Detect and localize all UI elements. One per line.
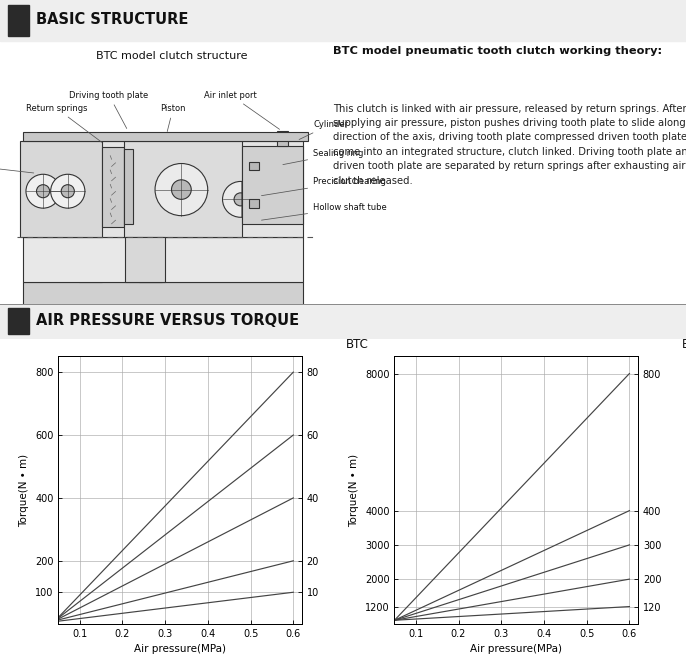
Text: BTC model pneumatic tooth clutch working theory:: BTC model pneumatic tooth clutch working… (333, 46, 662, 56)
Text: BTC: BTC (346, 338, 368, 351)
Bar (249, 162, 259, 170)
Circle shape (234, 193, 247, 206)
Bar (123, 141, 242, 237)
Circle shape (155, 164, 208, 216)
Text: Cylinder: Cylinder (299, 120, 348, 139)
X-axis label: Air pressure(MPa): Air pressure(MPa) (134, 644, 226, 654)
Bar (102, 147, 123, 227)
Text: BASIC STRUCTURE: BASIC STRUCTURE (36, 12, 188, 27)
Bar (23, 141, 303, 237)
Bar (23, 237, 303, 282)
Text: Return springs: Return springs (25, 104, 102, 143)
Text: Hollow shaft tube: Hollow shaft tube (261, 203, 387, 220)
Bar (80, 211, 102, 282)
Bar (20, 141, 102, 237)
X-axis label: Air pressure(MPa): Air pressure(MPa) (470, 644, 563, 654)
Text: Driving tooth plate: Driving tooth plate (69, 90, 149, 129)
Circle shape (172, 180, 191, 199)
Text: Precision bearing: Precision bearing (261, 177, 386, 195)
Circle shape (222, 182, 259, 217)
Bar (249, 199, 259, 207)
Circle shape (26, 174, 60, 208)
Text: BTC model clutch structure: BTC model clutch structure (96, 51, 247, 61)
Circle shape (36, 185, 49, 198)
Circle shape (51, 174, 85, 208)
Text: Air inlet port: Air inlet port (204, 90, 279, 129)
Text: This clutch is linked with air pressure, released by return springs. After
suppl: This clutch is linked with air pressure,… (333, 104, 686, 185)
Bar (23, 282, 303, 306)
Bar (8, 308, 29, 335)
Text: BTC: BTC (682, 338, 686, 351)
Bar (123, 149, 133, 224)
Bar (277, 131, 288, 146)
Bar (139, 211, 162, 282)
Bar (242, 146, 303, 224)
Bar (23, 131, 308, 141)
Y-axis label: Torque(N • m): Torque(N • m) (19, 453, 29, 527)
Circle shape (61, 185, 74, 198)
Bar (8, 5, 29, 36)
Text: Driven tooth plate: Driven tooth plate (0, 159, 34, 173)
Bar (126, 237, 165, 282)
Text: AIR PRESSURE VERSUS TORQUE: AIR PRESSURE VERSUS TORQUE (36, 314, 299, 328)
Text: Piston: Piston (161, 104, 186, 131)
Y-axis label: Torque(N • m): Torque(N • m) (349, 453, 359, 527)
Text: Sealing ring: Sealing ring (283, 149, 364, 164)
